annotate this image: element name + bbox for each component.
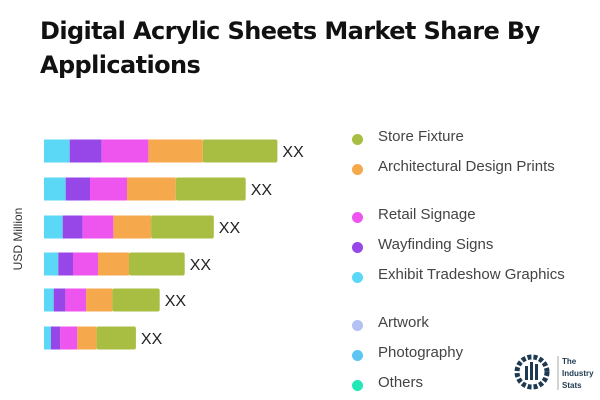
bar-segment [73, 252, 98, 276]
the-industry-stats-logo: The Industry Stats [514, 354, 594, 390]
data-label: XX [282, 144, 304, 161]
bar-segment [62, 215, 83, 239]
bar-segment [60, 326, 78, 350]
bar-segment [65, 177, 90, 201]
bar-segment [65, 288, 87, 312]
bar-segment [51, 326, 61, 350]
legend-item: Photography [352, 344, 568, 362]
bar-segment [53, 288, 66, 312]
bar-segment [129, 252, 185, 276]
legend-label: Photography [378, 344, 464, 361]
bar-segment [69, 139, 102, 163]
data-label: XX [165, 293, 187, 310]
bar-segment [96, 326, 136, 350]
bar-segment [44, 252, 59, 276]
bar-segment [58, 252, 73, 276]
legend-label: Exhibit Tradeshow Graphics [378, 266, 565, 283]
bar-segment [44, 326, 51, 350]
bar-segment [44, 177, 66, 201]
bar-segment [151, 215, 214, 239]
bar-segment [44, 288, 54, 312]
bar-segment [113, 215, 152, 239]
svg-text:Industry: Industry [562, 369, 594, 378]
bar-segment [90, 177, 127, 201]
legend-label: Others [378, 374, 424, 391]
legend-item: Store Fixture [352, 128, 568, 146]
legend-swatch [352, 272, 363, 283]
bar-segment [82, 215, 114, 239]
legend-swatch [352, 320, 363, 331]
data-label: XX [219, 220, 241, 237]
bar-segment [44, 139, 70, 163]
svg-text:Stats: Stats [562, 381, 582, 390]
data-label: XX [190, 257, 212, 274]
legend-label: Wayfinding Signs [378, 236, 494, 253]
legend-item: Architectural Design Prints [352, 158, 568, 176]
legend-swatch [352, 164, 363, 175]
legend-swatch [352, 242, 363, 253]
legend-item: Artwork [352, 314, 568, 332]
bar-segment [127, 177, 176, 201]
legend-swatch [352, 350, 363, 361]
bar-segment [77, 326, 97, 350]
legend-item: Wayfinding Signs [352, 236, 568, 254]
legend-label: Artwork [378, 314, 429, 331]
legend-item: Others [352, 374, 568, 392]
legend-swatch [352, 134, 363, 145]
bar-segment [202, 139, 278, 163]
legend-swatch [352, 380, 363, 391]
legend-label: Retail Signage [378, 206, 476, 223]
bar-segment [112, 288, 160, 312]
bar-segment [98, 252, 129, 276]
bar-segment [86, 288, 113, 312]
bar-segment [148, 139, 203, 163]
data-label: XX [251, 182, 273, 199]
legend-item: Retail Signage [352, 206, 568, 224]
legend-label: Store Fixture [378, 128, 464, 145]
bar-segment [101, 139, 149, 163]
bar-segment [175, 177, 246, 201]
bar-segment [44, 215, 63, 239]
data-label: XX [141, 331, 163, 348]
legend-item: Exhibit Tradeshow Graphics [352, 266, 568, 284]
stacked-bar-chart: XX XX XX XX XX XX [44, 139, 304, 350]
legend-label: Architectural Design Prints [378, 158, 555, 175]
chart-title: Digital Acrylic Sheets Market Share By A… [40, 17, 540, 79]
legend-swatch [352, 212, 363, 223]
svg-text:The: The [562, 357, 577, 366]
